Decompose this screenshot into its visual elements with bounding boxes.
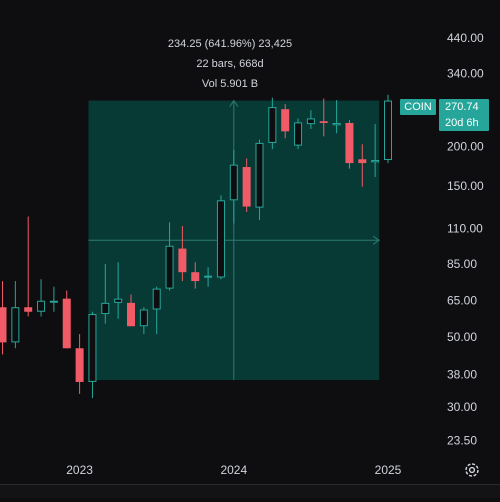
candle-body-down bbox=[319, 121, 328, 123]
candle-body-down bbox=[0, 307, 7, 343]
candle-body-down bbox=[281, 109, 290, 132]
candle-body-up bbox=[165, 245, 174, 289]
y-axis-tick-label: 440.00 bbox=[447, 31, 484, 45]
candle-body-up bbox=[204, 275, 213, 278]
measure-arrow-head-right bbox=[372, 235, 381, 245]
candle-body-up bbox=[332, 122, 341, 126]
candle-body-down bbox=[62, 298, 71, 349]
candle-body-down bbox=[24, 307, 33, 312]
x-axis-tick-label: 2023 bbox=[66, 463, 93, 477]
bottom-toolbar bbox=[0, 484, 500, 498]
y-axis-tick-label: 50.00 bbox=[447, 330, 477, 344]
candle-body-up bbox=[229, 164, 238, 201]
measure-arrow-head-up bbox=[229, 99, 239, 107]
candle-body-up bbox=[152, 288, 161, 310]
candle-body-up bbox=[11, 307, 20, 343]
y-axis-tick-label: 30.00 bbox=[447, 400, 477, 414]
last-price-badge: 270.74 20d 6h bbox=[439, 99, 489, 131]
candle-body-up bbox=[294, 122, 303, 146]
gear-icon[interactable] bbox=[463, 461, 481, 479]
candle-body-up bbox=[255, 142, 264, 208]
x-axis-tick-label: 2025 bbox=[375, 463, 402, 477]
candle-body-down bbox=[358, 159, 367, 164]
y-axis-tick-label: 200.00 bbox=[447, 139, 484, 153]
last-price-value: 270.74 bbox=[445, 101, 479, 113]
candle-body-down bbox=[75, 348, 84, 382]
candle-body-down bbox=[191, 272, 200, 282]
candle-body-up bbox=[371, 160, 380, 163]
y-axis-tick-label: 110.00 bbox=[447, 221, 483, 235]
candle-body-up bbox=[306, 118, 315, 125]
candle-body-up bbox=[37, 300, 46, 312]
y-axis-tick-label: 23.50 bbox=[447, 434, 477, 448]
candle-body-up bbox=[384, 100, 392, 161]
candle-body-down bbox=[242, 167, 251, 207]
candle-body-up bbox=[101, 302, 110, 315]
candle-body-down bbox=[345, 122, 354, 164]
y-axis-tick-label: 38.00 bbox=[447, 368, 477, 382]
ticker-badge[interactable]: COIN bbox=[400, 99, 436, 115]
x-axis-tick-label: 2024 bbox=[220, 463, 247, 477]
y-axis-tick-label: 340.00 bbox=[447, 66, 484, 80]
candle-body-up bbox=[216, 200, 225, 278]
candle-body-down bbox=[178, 248, 187, 273]
y-axis-tick-label: 65.00 bbox=[447, 294, 477, 308]
measure-change-label: 234.25 (641.96%) 23,425 bbox=[167, 38, 293, 50]
candle-body-up bbox=[114, 298, 123, 303]
candle-body-down bbox=[127, 302, 135, 327]
y-axis-tick-label: 150.00 bbox=[447, 179, 484, 193]
measure-volume-label: Vol 5.901 B bbox=[201, 78, 259, 90]
y-axis-tick-label: 85.00 bbox=[447, 257, 477, 271]
candle-body-up bbox=[49, 300, 58, 303]
measure-bars-label: 22 bars, 668d bbox=[196, 58, 264, 70]
candle-body-up bbox=[268, 107, 277, 143]
candle-body-up bbox=[88, 314, 97, 382]
bar-countdown: 20d 6h bbox=[445, 117, 479, 129]
candle-body-up bbox=[139, 309, 148, 327]
